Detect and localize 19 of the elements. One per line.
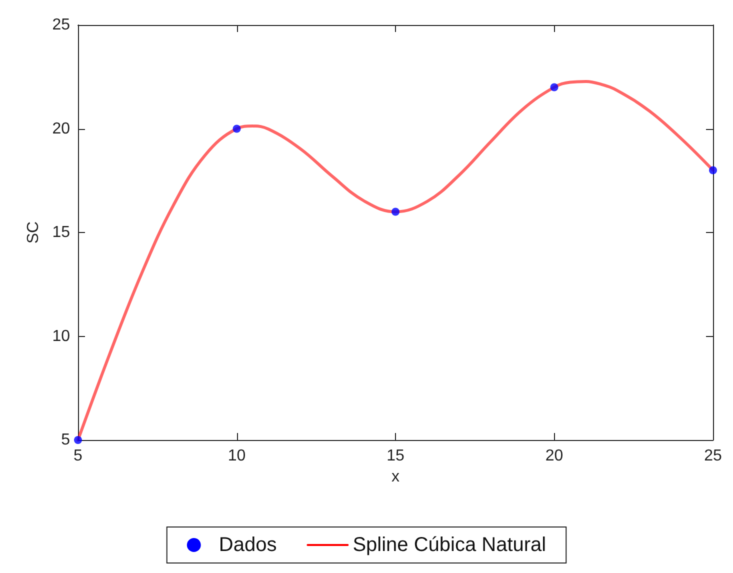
x-axis-title: x [392, 468, 400, 486]
y-tick-label: 10 [52, 328, 70, 345]
y-tick-label: 25 [52, 16, 70, 34]
legend-label: Spline Cúbica Natural [352, 534, 546, 556]
x-tick-label: 5 [74, 448, 83, 464]
x-tick-label: 15 [386, 448, 404, 464]
point [392, 208, 400, 216]
legend-label: Dados [218, 534, 277, 556]
point [232, 124, 241, 133]
y-tick-label: 5 [61, 432, 70, 448]
x-tick-label: 25 [704, 448, 722, 464]
y-axis-title: SC [24, 221, 42, 244]
y-tick-label: 15 [52, 224, 70, 241]
x-tick-label: 20 [545, 448, 564, 464]
y-tick-label: 20 [52, 120, 70, 138]
point [550, 83, 558, 92]
x-tick-label: 10 [228, 448, 246, 464]
point [74, 436, 82, 444]
point [709, 166, 717, 174]
